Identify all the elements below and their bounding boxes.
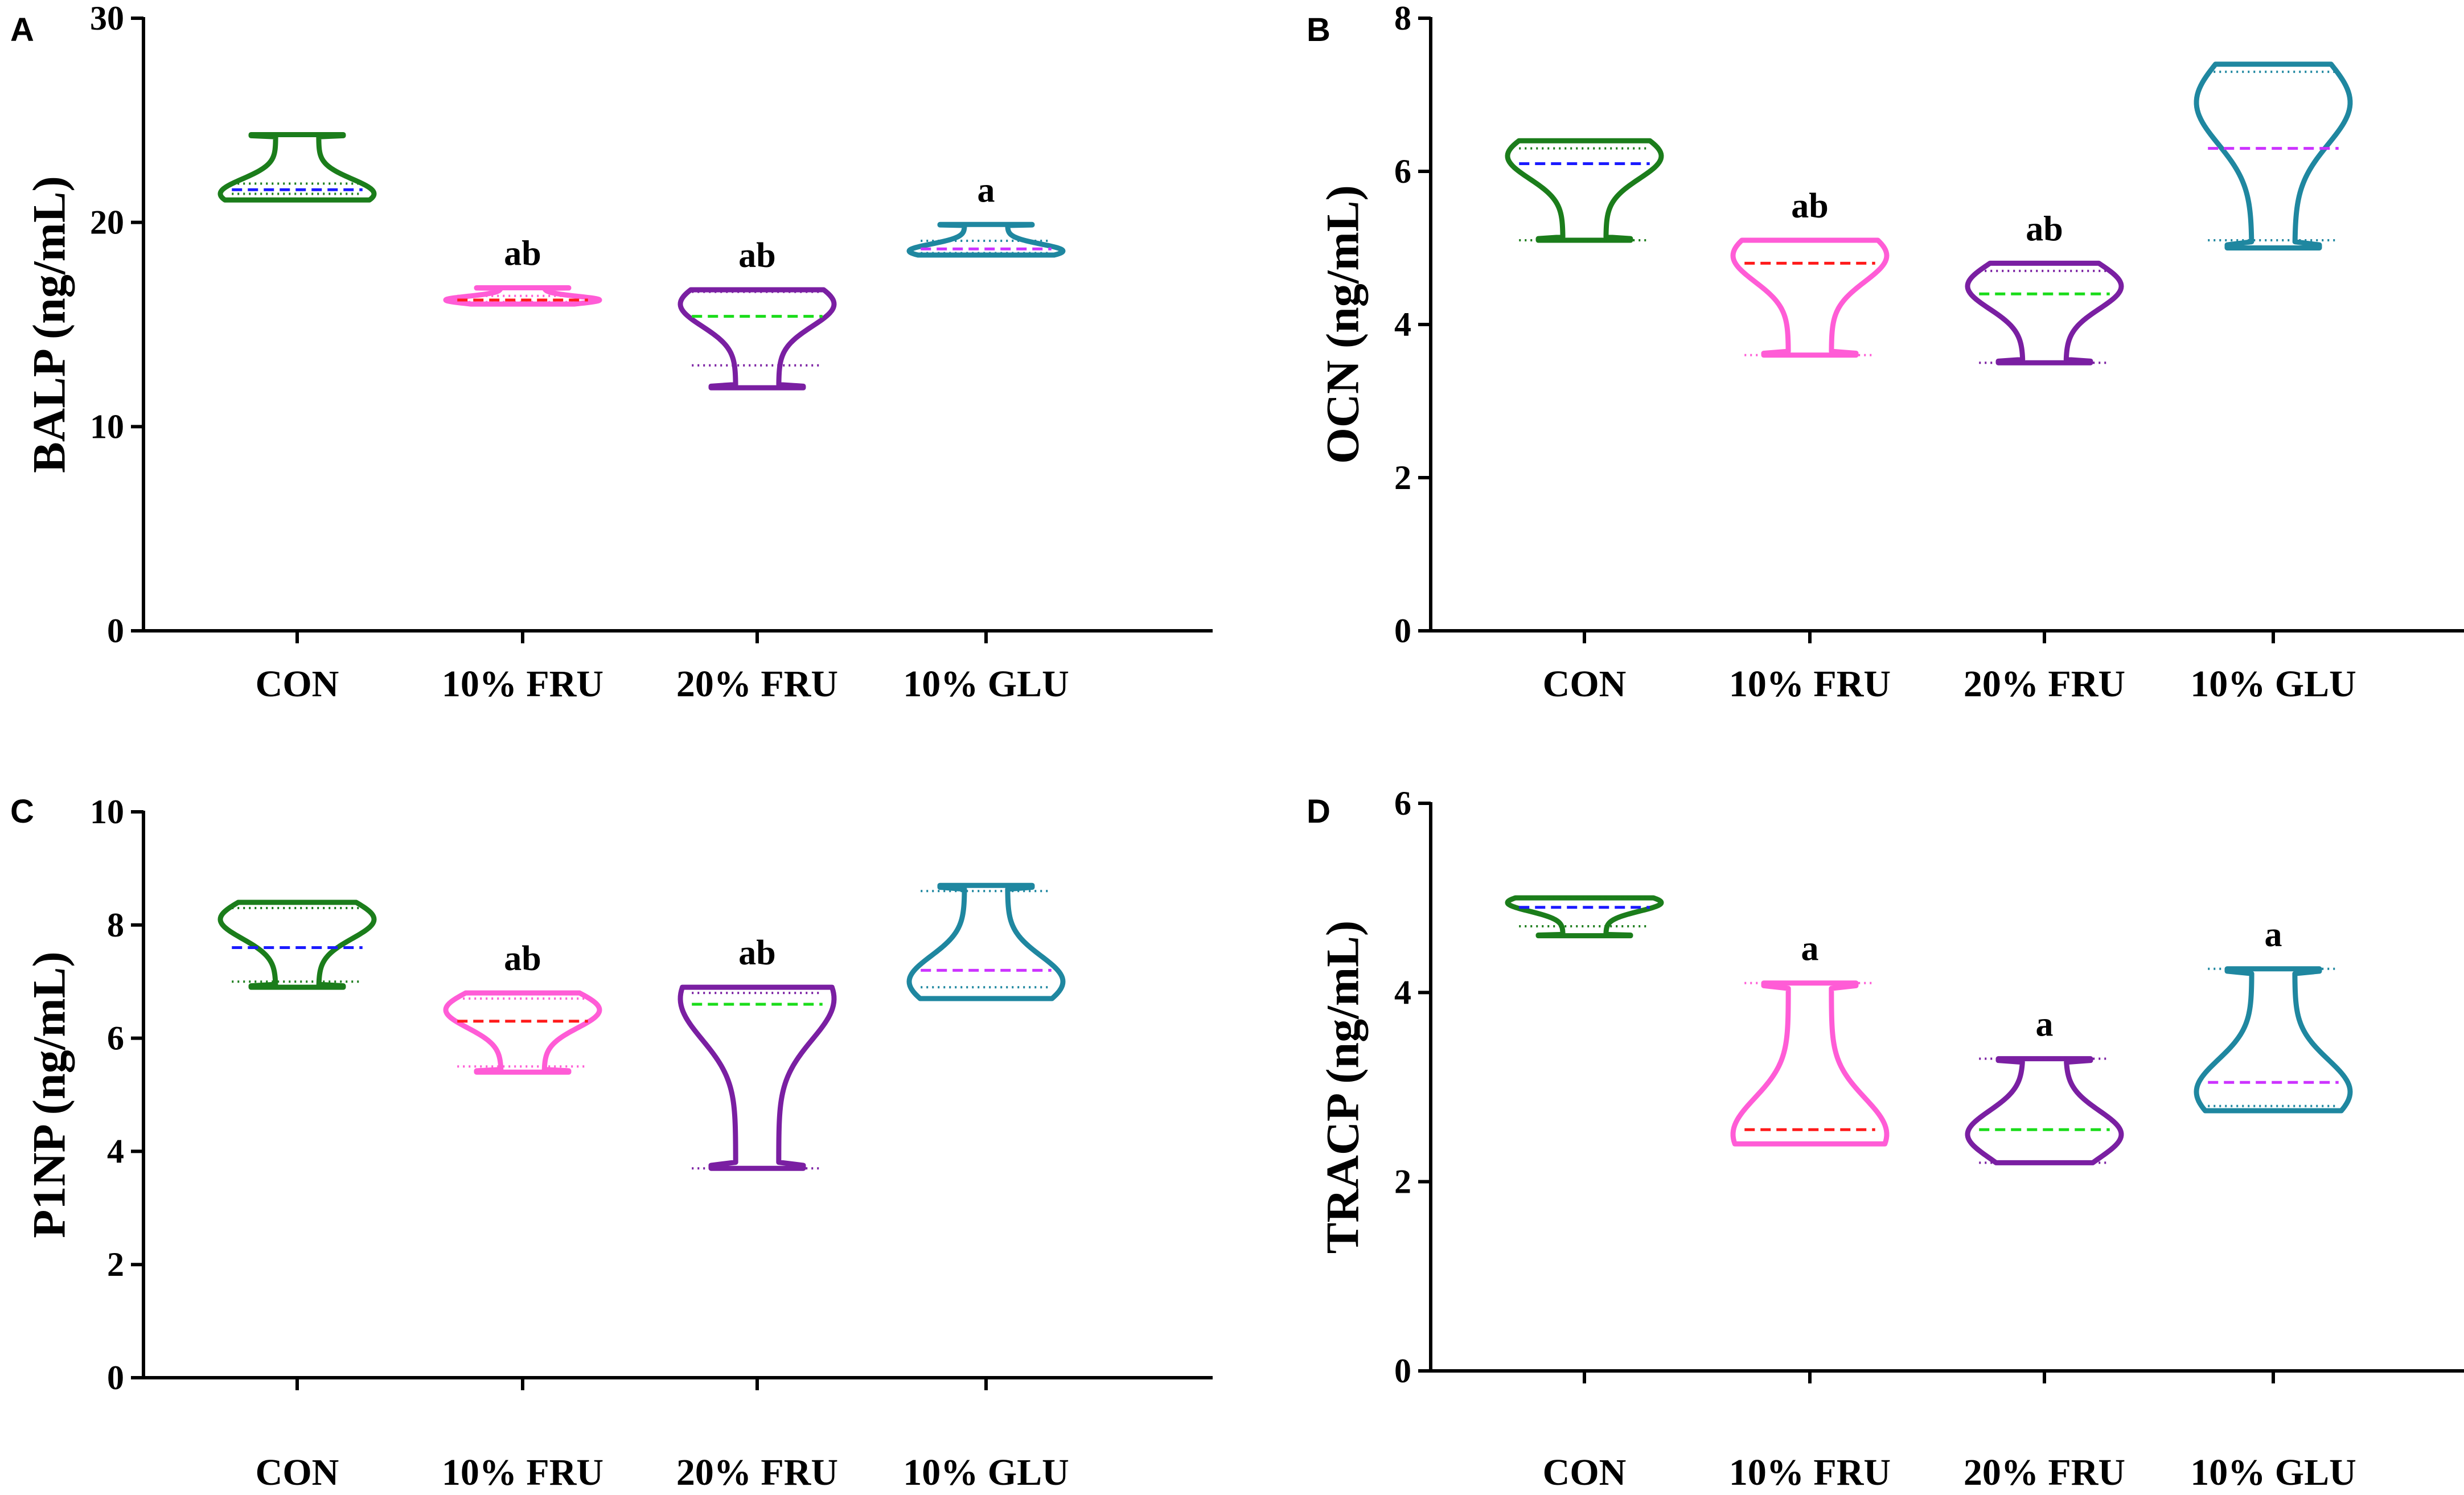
- category-label: CON: [256, 1452, 339, 1493]
- significance-label: ab: [504, 939, 541, 978]
- y-tick-label: 10: [90, 793, 124, 831]
- violin-outline: [443, 285, 602, 307]
- violin-con: [217, 900, 377, 990]
- violin-outline: [2194, 966, 2353, 1114]
- category-label: 20% FRU: [676, 1452, 838, 1493]
- y-tick-label: 0: [1394, 1352, 1411, 1390]
- violin-20-fru: ab: [677, 236, 837, 391]
- significance-label: a: [1801, 930, 1819, 968]
- significance-label: ab: [738, 236, 775, 275]
- category-label: 10% FRU: [1729, 1452, 1891, 1493]
- y-axis-title: BALP (ng/mL): [23, 176, 75, 473]
- violin-10-glu: a: [2194, 915, 2353, 1114]
- category-label: 10% FRU: [442, 663, 603, 705]
- violin-outline: [2194, 61, 2353, 250]
- y-tick-label: 0: [107, 1359, 124, 1397]
- y-tick-label: 2: [1394, 459, 1411, 496]
- violin-outline: [443, 990, 602, 1075]
- y-axis-title: TRACP (ng/mL): [1317, 921, 1369, 1254]
- category-label: CON: [1543, 1452, 1627, 1493]
- violin-outline: [1730, 237, 1890, 358]
- category-label: 10% GLU: [903, 1452, 1069, 1493]
- violin-20-fru: ab: [677, 934, 837, 1171]
- y-tick-label: 6: [107, 1020, 124, 1057]
- y-tick-label: 30: [90, 0, 124, 37]
- violin-10-fru: ab: [1730, 187, 1890, 358]
- violin-con: [1505, 138, 1664, 243]
- violin-20-fru: a: [1965, 1005, 2124, 1165]
- panel-B: B OCN (ng/mL) 0 2 4 6 8 CON ab 10% FRU ab 20% FRU 10…: [1307, 0, 2464, 705]
- y-tick-label: 8: [1394, 0, 1411, 37]
- category-label: 10% FRU: [1729, 663, 1891, 705]
- panel-A: A BALP (ng/mL) 0 10 20 30 CON ab 10% FRU ab 20% FR…: [10, 0, 1213, 705]
- violin-con: [1505, 895, 1664, 939]
- y-tick-label: 10: [90, 408, 124, 445]
- violin-10-fru: ab: [443, 939, 602, 1075]
- panel-letter: B: [1307, 11, 1330, 48]
- violin-outline: [1965, 260, 2124, 365]
- violin-outline: [1730, 980, 1890, 1147]
- y-axis-title: P1NP (ng/mL): [23, 951, 75, 1238]
- violin-outline: [217, 900, 377, 990]
- y-tick-label: 4: [1394, 974, 1411, 1011]
- panel-letter: C: [10, 793, 34, 830]
- significance-label: ab: [1791, 187, 1828, 225]
- y-tick-label: 2: [107, 1246, 124, 1283]
- y-tick-label: 6: [1394, 153, 1411, 190]
- violin-outline: [906, 882, 1066, 1001]
- violin-10-glu: a: [906, 171, 1066, 258]
- violin-con: [217, 132, 377, 203]
- violin-outline: [1505, 895, 1664, 939]
- violin-10-fru: a: [1730, 930, 1890, 1147]
- violin-outline: [1965, 1056, 2124, 1165]
- category-label: 10% GLU: [903, 663, 1069, 705]
- violin-outline: [677, 287, 837, 391]
- panel-D: D TRACP (ng/mL) 0 2 4 6 CON a 10% FRU a 20% FRU a 10…: [1307, 785, 2464, 1493]
- violin-10-glu: [906, 882, 1066, 1001]
- category-label: 10% GLU: [2190, 1452, 2356, 1493]
- violin-outline: [677, 984, 837, 1171]
- y-tick-label: 2: [1394, 1163, 1411, 1201]
- y-tick-label: 0: [1394, 612, 1411, 650]
- category-label: 20% FRU: [1964, 663, 2125, 705]
- y-tick-label: 20: [90, 204, 124, 241]
- panel-letter: D: [1307, 793, 1330, 830]
- y-tick-label: 4: [107, 1132, 124, 1170]
- category-label: CON: [1543, 663, 1627, 705]
- y-axis-title: OCN (ng/mL): [1317, 185, 1369, 464]
- y-tick-label: 6: [1394, 785, 1411, 822]
- category-label: 10% GLU: [2190, 663, 2356, 705]
- panel-C: C P1NP (ng/mL) 0 2 4 6 8 10 CON ab 10% FRU ab 20% FR…: [10, 793, 1213, 1493]
- significance-label: ab: [504, 234, 541, 273]
- y-tick-label: 8: [107, 906, 124, 944]
- violin-outline: [906, 221, 1066, 258]
- category-label: 10% FRU: [442, 1452, 603, 1493]
- y-tick-label: 0: [107, 612, 124, 650]
- significance-label: ab: [738, 934, 775, 972]
- violin-outline: [1505, 138, 1664, 243]
- significance-label: ab: [2026, 210, 2063, 248]
- y-tick-label: 4: [1394, 306, 1411, 343]
- significance-label: a: [978, 171, 995, 210]
- significance-label: a: [2036, 1005, 2054, 1044]
- category-label: CON: [256, 663, 339, 705]
- violin-10-fru: ab: [443, 234, 602, 307]
- significance-label: a: [2265, 915, 2282, 954]
- violin-10-glu: [2194, 61, 2353, 250]
- violin-20-fru: ab: [1965, 210, 2124, 365]
- violin-outline: [217, 132, 377, 203]
- category-label: 20% FRU: [1964, 1452, 2125, 1493]
- panel-letter: A: [10, 11, 34, 48]
- category-label: 20% FRU: [676, 663, 838, 705]
